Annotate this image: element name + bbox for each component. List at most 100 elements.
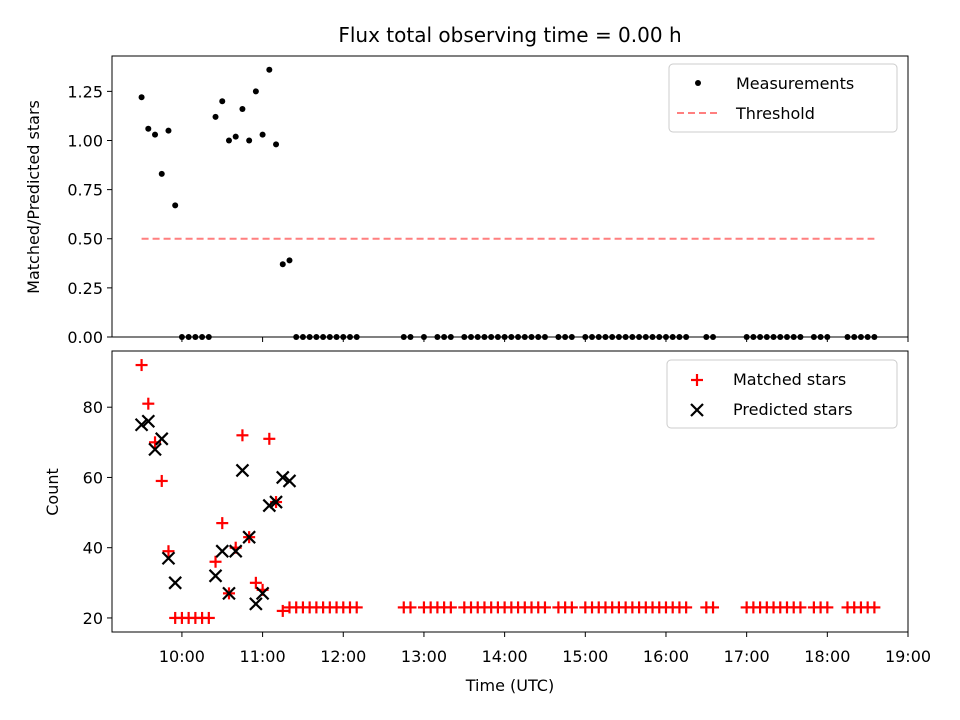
matched-star-point (444, 601, 457, 614)
matched-star-point (202, 611, 215, 624)
bottom-ytick-label: 60 (83, 468, 103, 487)
measurement-point (649, 334, 656, 340)
matched-star-point (868, 601, 881, 614)
bottom-series (134, 359, 881, 624)
bottom-ytick-label: 20 (83, 609, 103, 628)
measurement-point (763, 334, 770, 340)
measurement-point (199, 334, 206, 340)
measurement-point (145, 125, 152, 132)
bottom-ytick-label: 40 (83, 539, 103, 558)
measurement-point (185, 334, 192, 340)
predicted-star-point (275, 470, 290, 485)
matched-star-point (263, 432, 276, 445)
measurement-point (468, 334, 475, 340)
bottom-xtick-label: 13:00 (401, 647, 447, 666)
bottom-xtick-label: 16:00 (643, 647, 689, 666)
matched-star-point (794, 601, 807, 614)
measurement-point (844, 334, 851, 340)
top-ytick-label: 1.00 (67, 131, 103, 150)
measurement-point (326, 334, 333, 340)
measurements-legend-label: Measurements (736, 74, 854, 93)
measurement-point (662, 334, 669, 340)
measurement-point (589, 334, 596, 340)
measurement-point (783, 334, 790, 340)
matched-legend-label: Matched stars (733, 370, 846, 389)
measurement-point (273, 141, 280, 148)
measurement-point (346, 334, 353, 340)
measurement-point (508, 334, 515, 340)
measurement-point (629, 334, 636, 340)
measurement-point (407, 334, 414, 340)
bottom-xtick-label: 10:00 (159, 647, 205, 666)
bottom-ytick-label: 80 (83, 398, 103, 417)
top-ytick-label: 0.00 (67, 328, 103, 347)
predicted-star-point (168, 576, 182, 590)
measurement-point (286, 257, 293, 264)
top-y-ticks: 0.00 0.25 0.50 0.75 1.00 1.25 (67, 82, 112, 347)
matched-star-point (680, 601, 693, 614)
measurement-point (790, 334, 797, 340)
measurement-point (528, 334, 535, 340)
measurement-point (225, 137, 232, 144)
measurement-point (501, 334, 508, 340)
predicted-star-point (262, 498, 277, 513)
matched-star-point (404, 601, 417, 614)
measurement-point (266, 66, 273, 73)
measurement-point (306, 334, 313, 340)
top-plot-area: 0.00 0.25 0.50 0.75 1.00 1.25 Matched/Predict… (24, 55, 909, 347)
measurement-point (158, 170, 165, 177)
predicted-star-point (249, 597, 263, 611)
bottom-xtick-label: 18:00 (804, 647, 850, 666)
measurement-point (172, 202, 179, 209)
predicted-star-point (282, 474, 297, 488)
measurement-point (810, 334, 817, 340)
measurement-point (642, 334, 649, 340)
predicted-star-point (148, 442, 162, 457)
matched-star-point (350, 601, 363, 614)
chart-title: Flux total observing time = 0.00 h (338, 23, 681, 47)
measurement-point (488, 334, 495, 340)
predicted-star-point (134, 417, 149, 432)
measurement-point (293, 334, 300, 340)
measurement-point (152, 131, 159, 138)
predicted-legend-label: Predicted stars (733, 400, 853, 419)
measurement-point (165, 127, 172, 134)
top-ytick-label: 1.25 (67, 82, 103, 101)
matched-star-point (142, 397, 155, 410)
measurement-point (461, 334, 468, 340)
bottom-xtick-label: 17:00 (724, 647, 770, 666)
measurement-point (541, 334, 548, 340)
measurement-point (824, 334, 831, 340)
measurement-point (555, 334, 562, 340)
measurement-point (192, 334, 199, 340)
measurement-point (138, 94, 145, 101)
matched-star-point (216, 517, 229, 530)
measurement-point (333, 334, 340, 340)
bottom-xtick-label: 12:00 (320, 647, 366, 666)
matched-star-point (162, 545, 175, 558)
measurement-point (420, 334, 427, 340)
measurement-point (313, 334, 320, 340)
measurement-point (770, 334, 777, 340)
measurement-point (871, 334, 878, 340)
top-ytick-label: 0.75 (67, 181, 103, 200)
measurement-point (252, 88, 259, 95)
measurement-point (864, 334, 871, 340)
measurement-point (481, 334, 488, 340)
measurement-point (851, 334, 858, 340)
bottom-x-axis-label: Time (UTC) (465, 676, 554, 695)
top-ytick-label: 0.25 (67, 279, 103, 298)
measurements-legend-marker (695, 80, 701, 86)
predicted-star-point (154, 432, 169, 446)
bottom-y-axis-label: Count (43, 468, 62, 516)
measurement-point (656, 334, 663, 340)
bottom-y-ticks: 20 40 60 80 (83, 398, 112, 628)
matched-star-point (209, 555, 222, 568)
bottom-legend-box (666, 359, 898, 429)
matched-star-point (155, 474, 168, 487)
predicted-star-point (228, 544, 243, 558)
measurement-point (710, 334, 717, 340)
measurement-point (636, 334, 643, 340)
